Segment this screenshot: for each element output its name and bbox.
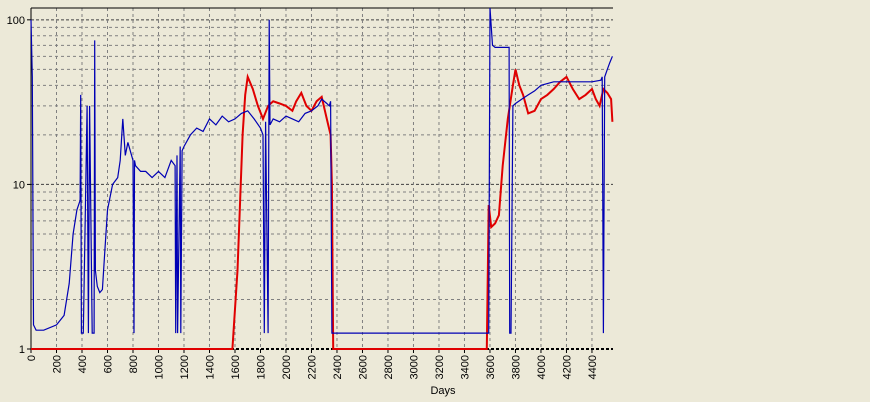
x-tick-label: 2800 — [383, 355, 395, 379]
x-tick-label: 4400 — [587, 355, 599, 379]
x-tick-label: 2600 — [357, 355, 369, 379]
x-tick-label: 800 — [128, 355, 140, 373]
x-tick-label: 1800 — [255, 355, 267, 379]
x-tick-label: 1200 — [179, 355, 191, 379]
x-tick-label: 600 — [102, 355, 114, 373]
x-tick-label: 1600 — [230, 355, 242, 379]
x-tick-label: 3800 — [510, 355, 522, 379]
x-tick-label: 2000 — [281, 355, 293, 379]
data-line — [30, 7, 613, 334]
x-tick-label: 2400 — [332, 355, 344, 379]
x-tick-label: 200 — [51, 355, 63, 373]
x-tick-label: 1400 — [204, 355, 216, 379]
x-tick-label: 1000 — [153, 355, 165, 379]
x-tick-label: 3000 — [408, 355, 420, 379]
x-tick-label: 3400 — [459, 355, 471, 379]
y-tick-label: 100 — [7, 15, 25, 27]
y-tick-label: 10 — [13, 179, 25, 191]
x-axis-label: Days — [430, 385, 456, 397]
y-tick-label: 1 — [19, 344, 25, 356]
x-tick-label: 400 — [77, 355, 89, 373]
x-tick-label: 2200 — [306, 355, 318, 379]
x-tick-label: 4200 — [561, 355, 573, 379]
x-tick-label: 0 — [26, 355, 38, 361]
x-tick-label: 3200 — [434, 355, 446, 379]
x-tick-label: 3600 — [485, 355, 497, 379]
x-tick-label: 4000 — [536, 355, 548, 379]
